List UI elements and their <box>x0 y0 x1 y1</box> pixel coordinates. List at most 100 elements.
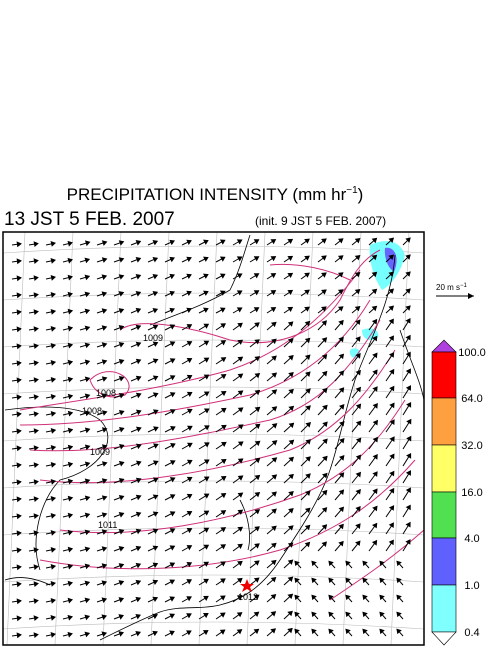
wind-arrow-head <box>135 579 142 586</box>
wind-arrow-head <box>219 612 226 618</box>
wind-arrow-head <box>67 597 74 604</box>
wind-arrow-head <box>186 273 192 280</box>
contour-label: 1009 <box>143 333 163 343</box>
wind-arrow-head <box>50 275 56 281</box>
wind-arrow-head <box>237 322 243 329</box>
wind-arrow-head <box>186 562 193 568</box>
wind-arrow-head <box>345 611 351 618</box>
wind-arrow-head <box>287 559 294 565</box>
wind-arrow-head <box>50 411 57 417</box>
wind-arrow-head <box>362 560 368 567</box>
wind-arrow-head <box>203 323 210 329</box>
wind-arrow-head <box>339 404 345 410</box>
wind-arrow-head <box>101 580 108 587</box>
isobar <box>39 349 396 484</box>
wind-arrow-head <box>118 393 125 399</box>
vector-legend-head <box>468 293 474 299</box>
wind-arrow-head <box>328 611 334 618</box>
wind-arrow-head <box>355 540 361 547</box>
wind-arrow-head <box>50 360 57 366</box>
wind-arrow-head <box>321 354 328 360</box>
wind-arrow-head <box>135 291 142 297</box>
wind-arrow-head <box>362 611 368 618</box>
wind-arrow-head <box>135 341 142 348</box>
wind-arrow-head <box>355 488 361 495</box>
wind-arrow-head <box>270 611 277 617</box>
wind-arrow-head <box>203 340 210 346</box>
wind-arrow-head <box>187 442 193 448</box>
coastline <box>99 254 396 641</box>
wind-arrow-head <box>118 546 125 552</box>
colorbar-bin <box>431 444 457 493</box>
title-text: PRECIPITATION INTENSITY (mm hr <box>67 185 347 204</box>
wind-arrow-head <box>254 339 260 345</box>
wind-arrow-head <box>288 355 294 361</box>
wind-arrow-head <box>388 237 395 243</box>
wind-arrow-head <box>219 290 226 296</box>
meridian <box>390 231 410 646</box>
wind-arrow-head <box>254 474 261 481</box>
wind-arrow-head <box>119 426 125 433</box>
wind-arrow-head <box>379 577 385 584</box>
wind-arrow-head <box>270 576 277 583</box>
wind-arrow-head <box>236 273 243 279</box>
wind-arrow-head <box>288 473 294 480</box>
wind-arrow-head <box>338 472 345 478</box>
wind-arrow-head <box>271 372 278 378</box>
wind-arrow-head <box>16 598 22 605</box>
wind-arrow-head <box>321 337 328 343</box>
wind-arrow-head <box>254 543 260 549</box>
wind-arrow-head <box>50 547 57 553</box>
wind-arrow-head <box>389 470 395 477</box>
wind-arrow-head <box>338 387 345 393</box>
wind-arrow-head <box>67 325 74 332</box>
wind-arrow-head <box>169 273 175 280</box>
wind-arrow-head <box>237 424 244 430</box>
wind-arrow-head <box>50 615 56 621</box>
wind-arrow-head <box>371 237 378 244</box>
wind-arrow-head <box>371 254 378 261</box>
wind-arrow-head <box>203 459 210 465</box>
wind-arrow-head <box>254 440 261 447</box>
wind-arrow-head <box>101 495 108 501</box>
contour-label: 1009 <box>90 447 110 457</box>
wind-arrow-head <box>135 545 142 552</box>
wind-arrow-head <box>169 460 176 466</box>
contour-labels: 1009 1008 1008 1009 1011 1012 <box>82 333 258 602</box>
wind-arrow-head <box>118 274 125 280</box>
wind-arrow-head <box>321 289 327 295</box>
wind-arrow-head <box>33 258 39 265</box>
wind-arrow-head <box>322 438 328 445</box>
wind-arrow-head <box>405 271 411 277</box>
wind-arrow-head <box>84 444 91 451</box>
wind-arrow-head <box>271 474 278 480</box>
wind-arrow-head <box>338 336 344 343</box>
wind-arrow-head <box>406 452 412 459</box>
wind-arrow-head <box>305 371 311 377</box>
wind-arrow-head <box>354 305 361 312</box>
wind-arrow-head <box>237 339 244 345</box>
wind-arrow-head <box>169 290 175 297</box>
wind-arrow-head <box>271 457 278 463</box>
wind-arrow-head <box>186 357 193 364</box>
wind-arrow-head <box>135 477 142 484</box>
wind-arrow-head <box>67 410 74 417</box>
wind-arrow-head <box>304 541 311 548</box>
wind-arrow-head <box>270 273 277 279</box>
wind-arrow-head <box>288 490 294 497</box>
wind-arrow-head <box>328 560 334 567</box>
wind-arrow-head <box>33 513 39 520</box>
wind-arrow-head <box>67 614 74 621</box>
wind-arrow-head <box>355 319 361 326</box>
wind-arrow-head <box>236 307 243 313</box>
wind-arrow-head <box>287 542 294 548</box>
wind-arrow-head <box>396 577 402 584</box>
wind-arrow-head <box>169 528 176 534</box>
wind-arrow-head <box>287 576 294 582</box>
wind-arrow-head <box>16 309 22 316</box>
wind-arrow-head <box>169 579 176 585</box>
wind-arrow-head <box>101 478 108 484</box>
colorbar-over <box>431 339 457 353</box>
wind-arrow-head <box>237 543 243 550</box>
wind-arrow-head <box>322 421 328 428</box>
